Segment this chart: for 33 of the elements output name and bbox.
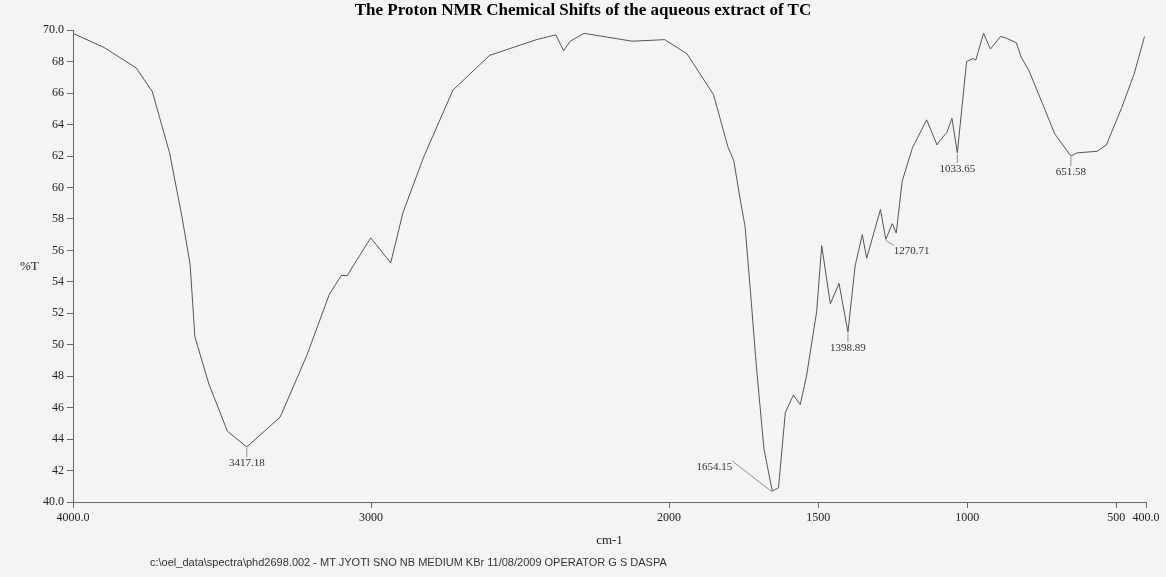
x-tick-label: 400.0 — [1132, 510, 1160, 525]
y-tick-label: 54 — [52, 273, 64, 288]
x-tick-label: 1000 — [955, 510, 980, 525]
y-tick-label: 70.0 — [43, 22, 64, 37]
annotation: 1033.65 — [939, 161, 976, 174]
annotation: 1398.89 — [830, 341, 867, 354]
y-tick-label: 68 — [52, 53, 64, 68]
x-tick-label: 3000 — [359, 510, 384, 525]
text: c:\oel_data\spectra\phd2698.002 - MT JYOTI SNO NB MEDIUM KBr 11/08/2009 OPERATOR G S DASPA — [149, 555, 668, 570]
annotation: 651.58 — [1055, 164, 1087, 177]
chart-title: The Proton NMR Chemical Shifts of the aqueous extract of TC — [353, 0, 813, 20]
y-tick-label: 46 — [52, 399, 64, 414]
y-tick-label: 50 — [52, 336, 64, 351]
x-tick-label: 1500 — [806, 510, 831, 525]
x-tick-label: 500 — [1107, 510, 1126, 525]
x-tick-label: 2000 — [657, 510, 682, 525]
y-tick-label: 66 — [52, 85, 64, 100]
y-tick-label: 62 — [52, 148, 64, 163]
annotation: 3417.18 — [228, 455, 266, 468]
y-tick-label: 58 — [52, 211, 64, 226]
y-tick-label: 56 — [52, 242, 64, 257]
y-tick-label: 64 — [52, 116, 64, 131]
annotation: 1270.71 — [893, 244, 930, 257]
x-tick-label: 4000.0 — [56, 510, 90, 525]
y-tick-label: 48 — [52, 368, 64, 383]
y-tick-label: 42 — [52, 462, 64, 477]
y-tick-label: 40.0 — [43, 494, 64, 509]
y-tick-label: 44 — [52, 431, 64, 446]
y-tick-label: 52 — [52, 305, 64, 320]
y-tick-label: 60 — [52, 179, 64, 194]
y-axis-title: %T — [20, 257, 39, 273]
x-axis-title: cm-1 — [596, 531, 623, 547]
annotation: 1654.15 — [696, 459, 733, 472]
